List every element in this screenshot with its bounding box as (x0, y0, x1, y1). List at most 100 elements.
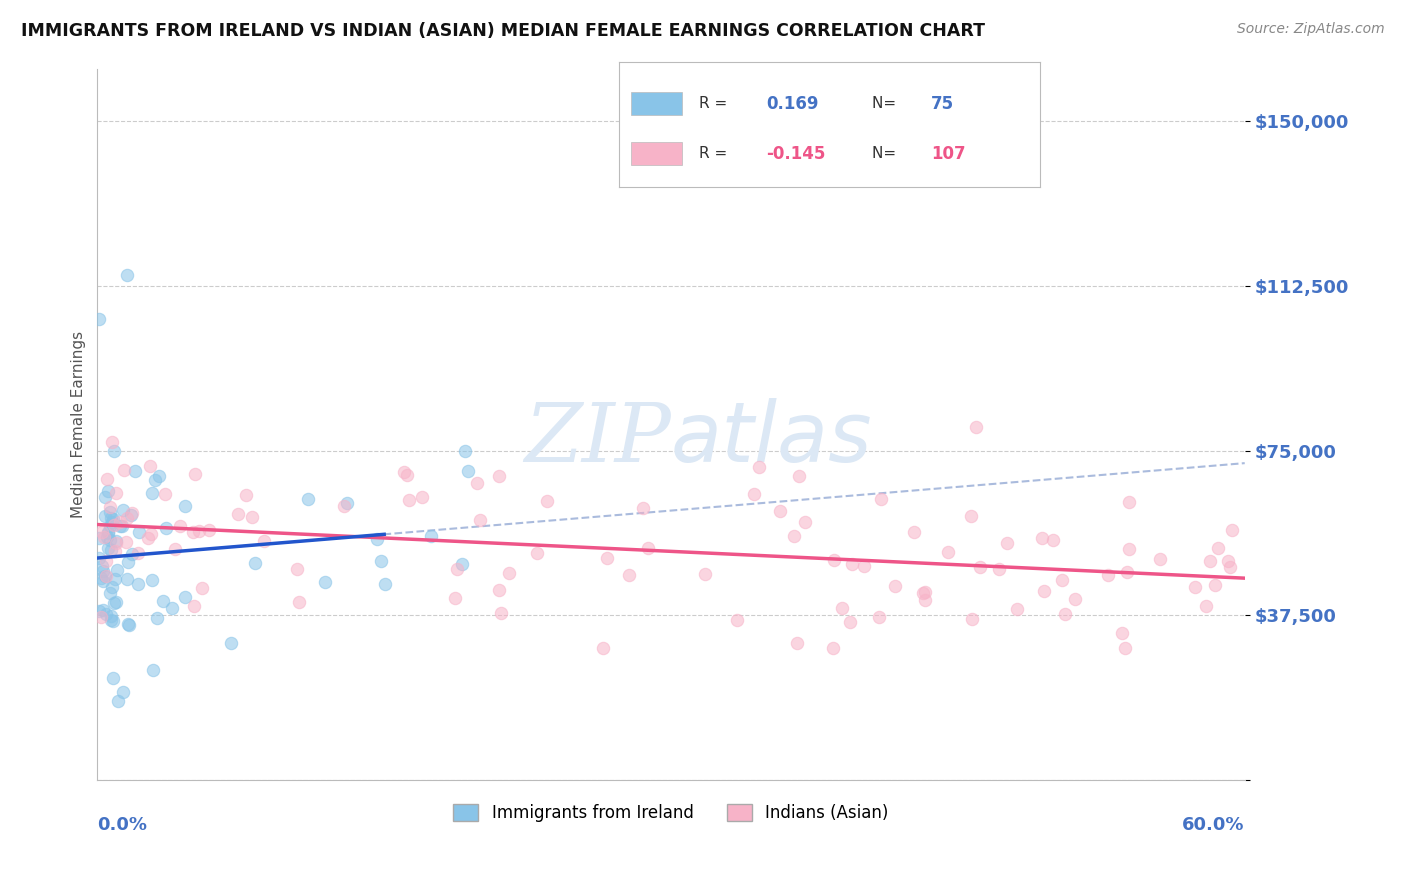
Point (112, 463, 135, 477)
Point (97, 526, 120, 541)
Point (1198, 554, 1220, 568)
Point (198, 523, 221, 537)
Point (110, 519, 132, 533)
Point (1042, 533, 1064, 547)
Point (98, 585, 121, 599)
Point (411, 490, 433, 504)
Point (145, 611, 167, 625)
Point (488, 469, 510, 483)
Point (965, 420, 987, 434)
Point (98, 533, 121, 548)
Point (637, 541, 659, 555)
Text: IMMIGRANTS FROM IRELAND VS INDIAN (ASIAN) MEDIAN FEMALE EARNINGS CORRELATION CHA: IMMIGRANTS FROM IRELAND VS INDIAN (ASIAN… (21, 22, 986, 40)
Point (111, 519, 134, 533)
Point (188, 524, 211, 539)
Text: R =: R = (699, 146, 733, 161)
Point (1118, 495, 1140, 509)
Point (769, 504, 792, 518)
Point (592, 641, 614, 656)
Point (1064, 591, 1087, 606)
Point (103, 615, 125, 629)
Point (366, 532, 388, 546)
Point (914, 584, 936, 599)
Point (101, 434, 124, 449)
Point (127, 577, 149, 591)
Point (988, 562, 1011, 576)
Point (184, 467, 207, 482)
Point (98, 500, 121, 514)
Point (117, 616, 139, 631)
Point (103, 518, 125, 533)
Point (121, 506, 143, 520)
Point (96, 472, 118, 486)
Point (121, 547, 143, 561)
Point (89, 550, 111, 565)
Point (536, 494, 558, 508)
Y-axis label: Median Female Earnings: Median Female Earnings (72, 331, 86, 518)
Text: N=: N= (872, 146, 901, 161)
Point (115, 572, 138, 586)
Point (183, 525, 205, 540)
Point (794, 515, 817, 529)
Point (1219, 559, 1241, 574)
Point (91, 565, 114, 579)
Point (98, 505, 121, 519)
Point (128, 524, 150, 539)
Point (995, 536, 1018, 550)
Point (396, 467, 419, 482)
Point (103, 596, 125, 610)
Text: R =: R = (699, 96, 733, 112)
Point (617, 567, 640, 582)
Point (451, 557, 474, 571)
Point (117, 555, 139, 569)
Point (1208, 541, 1230, 555)
Point (374, 577, 396, 591)
Point (1218, 554, 1240, 568)
Point (936, 545, 959, 559)
Point (1116, 565, 1139, 579)
Point (104, 595, 127, 609)
Point (101, 580, 124, 594)
Point (333, 500, 356, 514)
Point (90, 610, 112, 624)
Point (110, 515, 132, 529)
Point (468, 513, 491, 527)
Point (112, 685, 135, 699)
Point (100, 613, 122, 627)
Point (141, 663, 163, 677)
Point (465, 475, 488, 490)
Point (143, 473, 166, 487)
Point (93, 530, 115, 544)
Point (253, 534, 276, 549)
Point (104, 534, 127, 549)
Legend: Immigrants from Ireland, Indians (Asian): Immigrants from Ireland, Indians (Asian) (447, 797, 896, 829)
Point (104, 536, 127, 550)
Point (89, 604, 111, 618)
Point (127, 545, 149, 559)
Text: 0.169: 0.169 (766, 95, 818, 112)
Point (443, 591, 465, 606)
Point (107, 694, 129, 708)
Point (101, 671, 124, 685)
Point (870, 492, 893, 507)
Point (153, 486, 176, 500)
Point (141, 486, 163, 500)
Text: 75: 75 (931, 95, 953, 112)
Point (240, 510, 263, 524)
Text: 0.0%: 0.0% (97, 815, 148, 834)
Point (190, 581, 212, 595)
Point (1118, 541, 1140, 556)
Point (104, 544, 127, 558)
Point (90, 571, 112, 585)
Point (104, 486, 127, 500)
Point (169, 519, 191, 533)
Point (94, 569, 117, 583)
Point (392, 465, 415, 479)
Point (823, 553, 845, 567)
Point (1114, 641, 1136, 656)
Text: 60.0%: 60.0% (1182, 815, 1244, 834)
Point (120, 508, 142, 522)
Point (96, 530, 118, 544)
Point (370, 554, 392, 568)
Point (489, 606, 512, 620)
